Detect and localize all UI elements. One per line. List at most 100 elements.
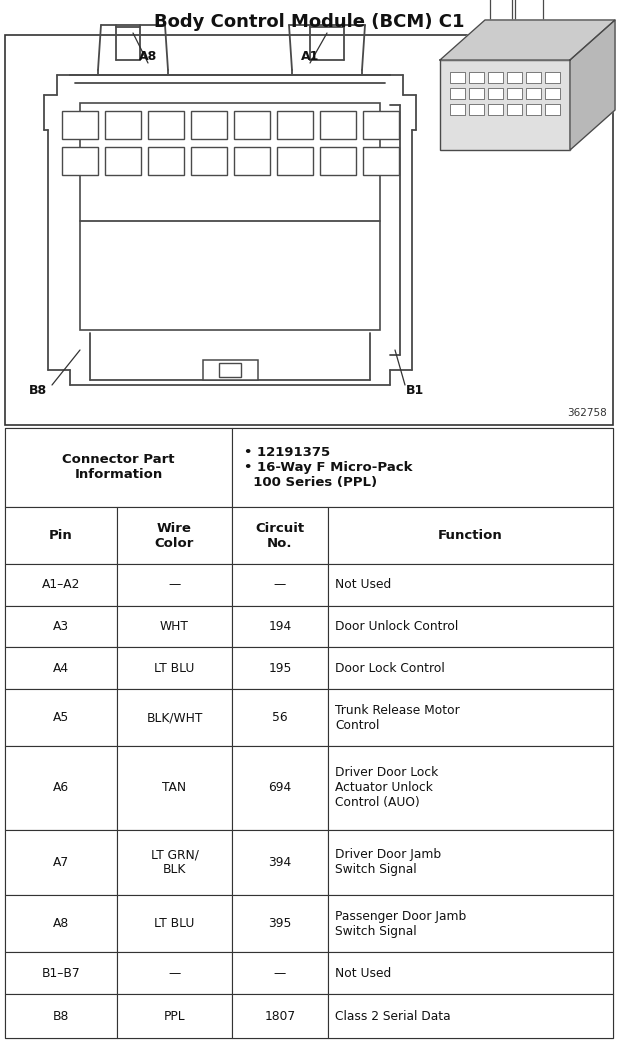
Bar bbox=[232, 648, 328, 689]
Text: 56: 56 bbox=[272, 711, 288, 724]
Text: B1: B1 bbox=[406, 384, 424, 396]
Bar bbox=[232, 829, 328, 895]
Bar bbox=[117, 952, 232, 994]
Bar bbox=[5, 564, 117, 606]
Bar bbox=[117, 746, 232, 829]
Bar bbox=[232, 689, 328, 746]
Bar bbox=[232, 648, 328, 689]
Bar bbox=[232, 428, 328, 507]
Bar bbox=[117, 829, 232, 895]
Bar bbox=[117, 895, 232, 952]
Text: B8: B8 bbox=[53, 1010, 69, 1022]
Bar bbox=[328, 952, 613, 994]
Bar bbox=[328, 564, 613, 606]
Bar bbox=[5, 507, 117, 564]
Text: A8: A8 bbox=[139, 49, 157, 63]
Text: 1807: 1807 bbox=[265, 1010, 295, 1022]
Bar bbox=[5, 952, 117, 994]
Bar bbox=[328, 507, 613, 564]
Bar bbox=[276, 147, 313, 175]
Bar bbox=[328, 689, 613, 746]
Bar bbox=[328, 428, 613, 507]
Text: LT BLU: LT BLU bbox=[154, 918, 195, 930]
Text: Door Unlock Control: Door Unlock Control bbox=[335, 621, 459, 633]
Text: 395: 395 bbox=[268, 918, 292, 930]
Text: A6: A6 bbox=[53, 781, 69, 795]
Bar bbox=[328, 648, 613, 689]
Bar bbox=[5, 507, 117, 564]
Bar bbox=[5, 606, 117, 648]
Bar bbox=[363, 111, 399, 139]
Bar bbox=[5, 746, 117, 829]
Bar bbox=[117, 689, 232, 746]
Bar bbox=[117, 994, 232, 1038]
Text: Wire
Color: Wire Color bbox=[155, 522, 194, 550]
Text: Pin: Pin bbox=[49, 529, 73, 542]
Bar bbox=[232, 507, 328, 564]
Text: 195: 195 bbox=[268, 661, 292, 675]
Text: A1–A2: A1–A2 bbox=[42, 579, 80, 591]
Bar bbox=[328, 648, 613, 689]
Text: • 12191375
• 16-Way F Micro-Pack
  100 Series (PPL): • 12191375 • 16-Way F Micro-Pack 100 Ser… bbox=[244, 446, 412, 489]
Text: 194: 194 bbox=[268, 621, 292, 633]
Bar bbox=[232, 952, 328, 994]
Bar bbox=[80, 103, 380, 330]
Bar bbox=[117, 507, 232, 564]
Bar bbox=[526, 72, 541, 83]
Bar bbox=[5, 746, 117, 829]
Bar bbox=[328, 606, 613, 648]
Text: —: — bbox=[168, 967, 180, 979]
Bar bbox=[104, 111, 140, 139]
Bar bbox=[117, 746, 232, 829]
Bar bbox=[469, 72, 484, 83]
Bar bbox=[526, 104, 541, 115]
Bar bbox=[328, 829, 613, 895]
Bar bbox=[219, 363, 241, 377]
Bar bbox=[469, 104, 484, 115]
Bar bbox=[232, 895, 328, 952]
Bar bbox=[363, 147, 399, 175]
Bar bbox=[5, 895, 117, 952]
Text: WHT: WHT bbox=[160, 621, 189, 633]
Bar bbox=[117, 648, 232, 689]
Bar bbox=[232, 606, 328, 648]
Bar bbox=[232, 994, 328, 1038]
Bar bbox=[232, 746, 328, 829]
Text: LT GRN/
BLK: LT GRN/ BLK bbox=[151, 848, 198, 876]
Bar bbox=[276, 111, 313, 139]
Bar bbox=[328, 746, 613, 829]
Text: Driver Door Lock
Actuator Unlock
Control (AUO): Driver Door Lock Actuator Unlock Control… bbox=[335, 767, 438, 809]
Bar bbox=[117, 564, 232, 606]
Text: PPL: PPL bbox=[164, 1010, 185, 1022]
Bar bbox=[328, 994, 613, 1038]
Bar bbox=[320, 147, 355, 175]
Bar bbox=[234, 111, 269, 139]
Bar bbox=[234, 147, 269, 175]
Bar bbox=[5, 428, 232, 507]
Bar bbox=[232, 895, 328, 952]
Bar bbox=[117, 689, 232, 746]
Bar bbox=[117, 564, 232, 606]
Text: TAN: TAN bbox=[163, 781, 187, 795]
Text: Function: Function bbox=[438, 529, 503, 542]
Bar bbox=[545, 88, 560, 99]
Bar bbox=[328, 952, 613, 994]
Bar bbox=[328, 606, 613, 648]
Bar bbox=[328, 895, 613, 952]
Bar bbox=[232, 428, 613, 507]
Bar bbox=[328, 895, 613, 952]
Text: Class 2 Serial Data: Class 2 Serial Data bbox=[335, 1010, 451, 1022]
Bar bbox=[545, 104, 560, 115]
Bar bbox=[450, 88, 465, 99]
Bar bbox=[507, 104, 522, 115]
Text: —: — bbox=[168, 579, 180, 591]
Bar bbox=[5, 648, 117, 689]
Bar bbox=[320, 111, 355, 139]
Bar bbox=[190, 111, 227, 139]
Bar bbox=[232, 746, 328, 829]
Bar bbox=[232, 994, 328, 1038]
Bar bbox=[5, 829, 117, 895]
Bar bbox=[507, 72, 522, 83]
Text: Driver Door Jamb
Switch Signal: Driver Door Jamb Switch Signal bbox=[335, 848, 441, 876]
Bar bbox=[117, 829, 232, 895]
